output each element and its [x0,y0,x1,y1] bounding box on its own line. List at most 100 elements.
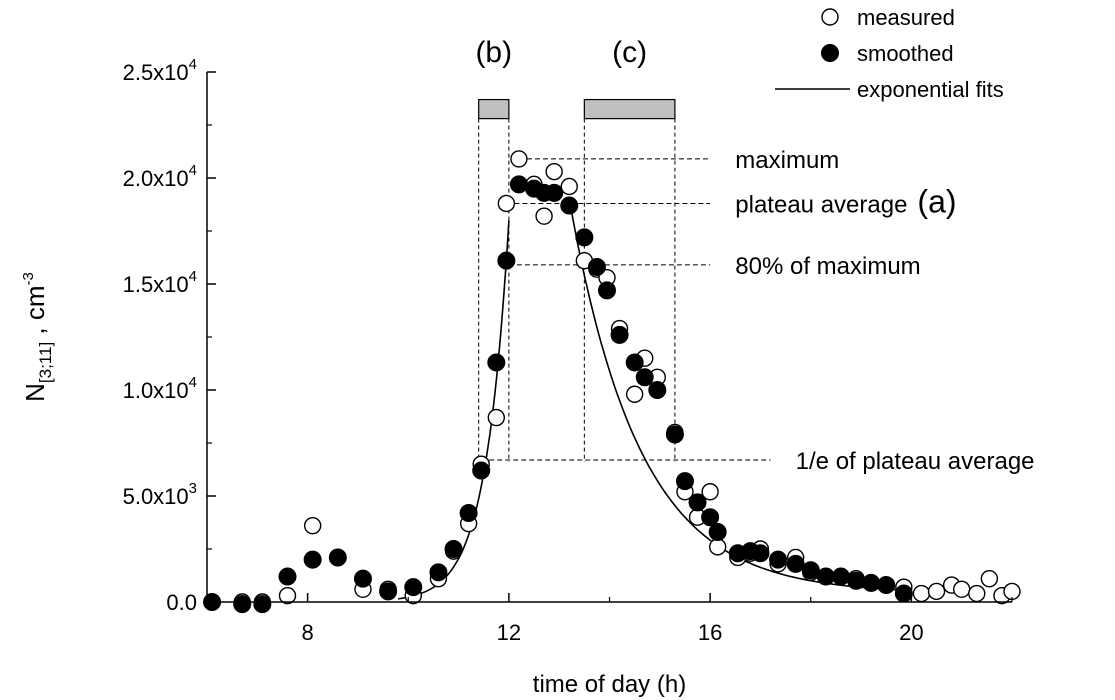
smoothed-point [665,425,684,444]
shaded-bar [583,98,676,120]
smoothed-point [487,353,506,372]
smoothed-point [497,251,516,270]
y-tick-mantissa: 0.0 [166,590,197,615]
measured-point [545,162,563,181]
legend-label: exponential fits [857,77,1004,102]
guide-label-text: maximum [735,147,839,174]
y-axis-label: N[3;11] , cm-3 [20,272,55,402]
y-label-unit-exponent: -3 [20,272,37,285]
smoothed-point [751,544,770,563]
measured-point [912,584,931,603]
legend-marker-measured [821,8,839,26]
smoothed-point [801,561,820,580]
smoothed-point [353,569,372,588]
y-tick-label: 5.0x103 [123,480,197,509]
panel-label-a: (a) [917,183,956,219]
smoothed-point [459,503,478,522]
smoothed-point [769,550,788,569]
shaded-bar [478,98,510,120]
smoothed-point [877,576,896,595]
guide-label-text: plateau average [735,191,907,218]
smoothed-point [587,258,606,277]
x-tick-label: 8 [302,620,314,645]
y-tick-label: 1.5x104 [123,268,197,297]
measured-point [701,483,719,501]
data-points [203,150,1021,614]
smoothed-point [635,368,654,387]
guide-label-text: 1/e of plateau average [796,448,1035,475]
smoothed-point [597,281,616,300]
y-tick-label: 1.0x104 [123,374,197,403]
smoothed-point [894,584,913,603]
smoothed-point [560,196,579,215]
y-tick-mantissa: 1.5x10 [123,272,189,297]
x-tick-label: 12 [497,620,521,645]
y-label-subscript: [3;11] [36,342,55,383]
smoothed-point [701,508,720,527]
smoothed-point [786,554,805,573]
smoothed-point [625,353,644,372]
y-tick-exponent: 4 [189,162,197,179]
y-tick-exponent: 3 [189,480,197,497]
smoothed-point [862,573,881,592]
guide-label: 1/e of plateau average [796,448,1035,475]
y-tick-label: 0.0 [166,590,197,615]
smoothed-point [278,567,297,586]
smoothed-point [708,523,727,542]
measured-point [303,516,322,535]
smoothed-point [303,550,322,569]
smoothed-point [253,595,272,614]
measured-point [952,580,971,598]
smoothed-point [545,183,564,202]
guide-label: maximum [735,147,839,174]
panel-label: (c) [612,36,647,69]
legend: measured smoothed exponential fits [775,5,1004,102]
legend-marker-smoothed [821,44,839,62]
y-label-unit: , cm [20,285,50,341]
smoothed-point [688,493,707,512]
guide-label-text: 80% of maximum [735,253,920,280]
smoothed-point [328,548,347,567]
smoothed-point [444,540,463,558]
y-tick-label: 2.0x104 [123,162,197,191]
smoothed-point [429,563,448,582]
smoothed-point [472,461,491,480]
measured-point [708,538,727,556]
measured-point [535,207,553,225]
measured-point [625,385,644,403]
y-tick-exponent: 4 [189,56,197,73]
guide-label: 80% of maximum [735,253,920,280]
measured-point [980,569,999,588]
y-tick-label: 2.5x104 [123,56,197,85]
measured-point [278,586,297,605]
y-tick-mantissa: 5.0x10 [123,484,189,509]
smoothed-point [675,472,694,491]
shaded-bars [478,98,676,120]
smoothed-point [831,567,850,586]
smoothed-point [509,175,528,194]
panel-label: (b) [475,36,512,69]
y-tick-mantissa: 1.0x10 [123,378,189,403]
y-tick-exponent: 4 [189,268,197,285]
guide-label: plateau average (a) [735,183,956,219]
measured-point [487,408,505,427]
smoothed-point [610,325,629,344]
measured-point [560,177,578,196]
y-tick-mantissa: 2.0x10 [123,166,189,191]
x-tick-label: 16 [698,620,722,645]
measured-point [968,584,986,603]
y-tick-mantissa: 2.5x10 [123,60,189,85]
smoothed-point [404,578,423,597]
legend-label: measured [857,5,955,30]
x-axis-label: time of day (h) [533,671,686,698]
smoothed-point [816,567,835,586]
y-tick-exponent: 4 [189,374,197,391]
guide-lines [478,118,771,462]
smoothed-point [648,381,667,399]
measured-point [497,194,516,213]
x-tick-label: 20 [899,620,923,645]
axes [206,71,1013,603]
measured-point [510,150,528,168]
